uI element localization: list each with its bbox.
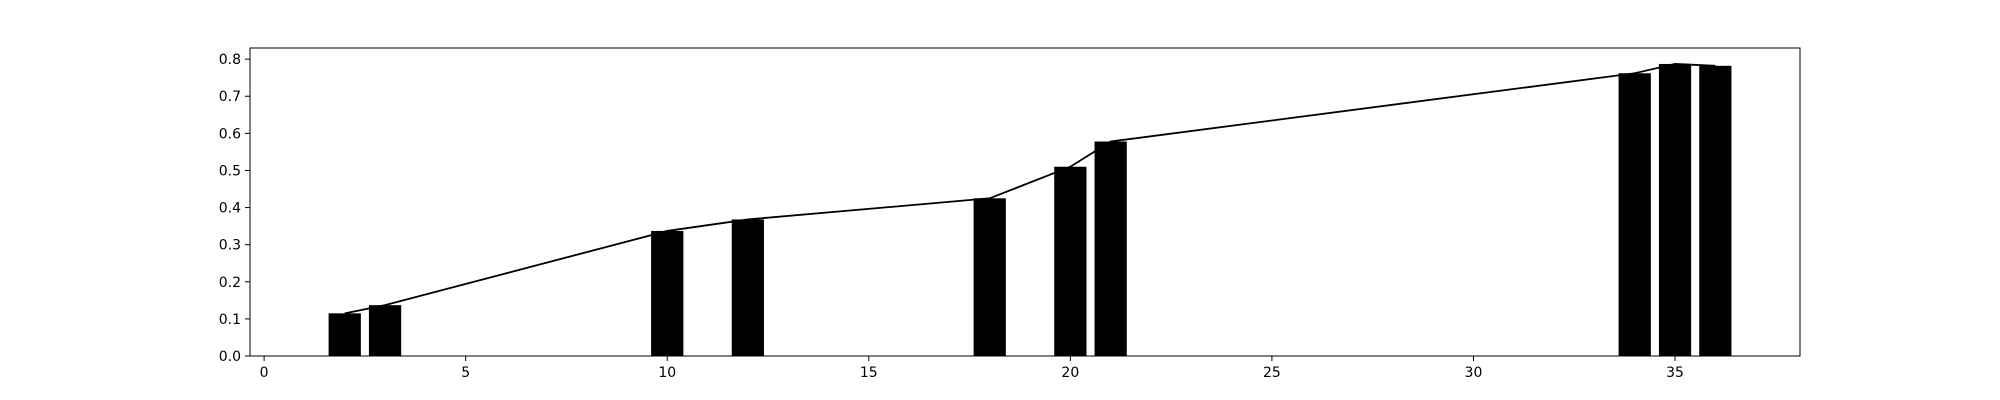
y-tick-label-0: 0.0	[219, 349, 241, 365]
bar-6	[1094, 141, 1127, 356]
y-tick-label-4: 0.4	[219, 201, 241, 217]
bar-2	[651, 230, 684, 356]
x-tick-label-7: 35	[1666, 365, 1684, 381]
bar-group	[328, 63, 1732, 357]
x-tick-label-5: 25	[1263, 365, 1281, 381]
y-tick-label-3: 0.3	[219, 238, 241, 254]
bar-5	[1054, 166, 1087, 356]
y-tick-label-5: 0.5	[219, 163, 241, 179]
y-tick-label-6: 0.6	[219, 126, 241, 142]
x-tick-label-3: 15	[860, 365, 878, 381]
line-group	[344, 63, 1716, 315]
bar-8	[1658, 63, 1692, 356]
bar-4	[973, 198, 1006, 356]
series-line	[344, 63, 1716, 315]
axes-group: 0 5 10 15 20 25 30 35 0.0 0.1 0.2 0.3 0.4 0.5 0.6 0.7 0.…	[219, 52, 1684, 381]
bar-7	[1618, 73, 1651, 356]
bar-9	[1699, 65, 1732, 357]
bar-1	[368, 305, 402, 356]
x-tick-label-2: 10	[658, 365, 676, 381]
plot-frame	[249, 47, 1801, 357]
x-tick-label-1: 5	[461, 365, 470, 381]
bar-0	[328, 313, 361, 356]
bar-3	[731, 219, 764, 356]
y-tick-label-2: 0.2	[219, 275, 241, 291]
y-tick-label-8: 0.8	[219, 52, 241, 68]
x-tick-label-0: 0	[260, 365, 269, 381]
x-tick-label-6: 30	[1465, 365, 1483, 381]
y-tick-label-1: 0.1	[219, 312, 241, 328]
x-tick-label-4: 20	[1061, 365, 1079, 381]
y-tick-label-7: 0.7	[219, 89, 241, 105]
